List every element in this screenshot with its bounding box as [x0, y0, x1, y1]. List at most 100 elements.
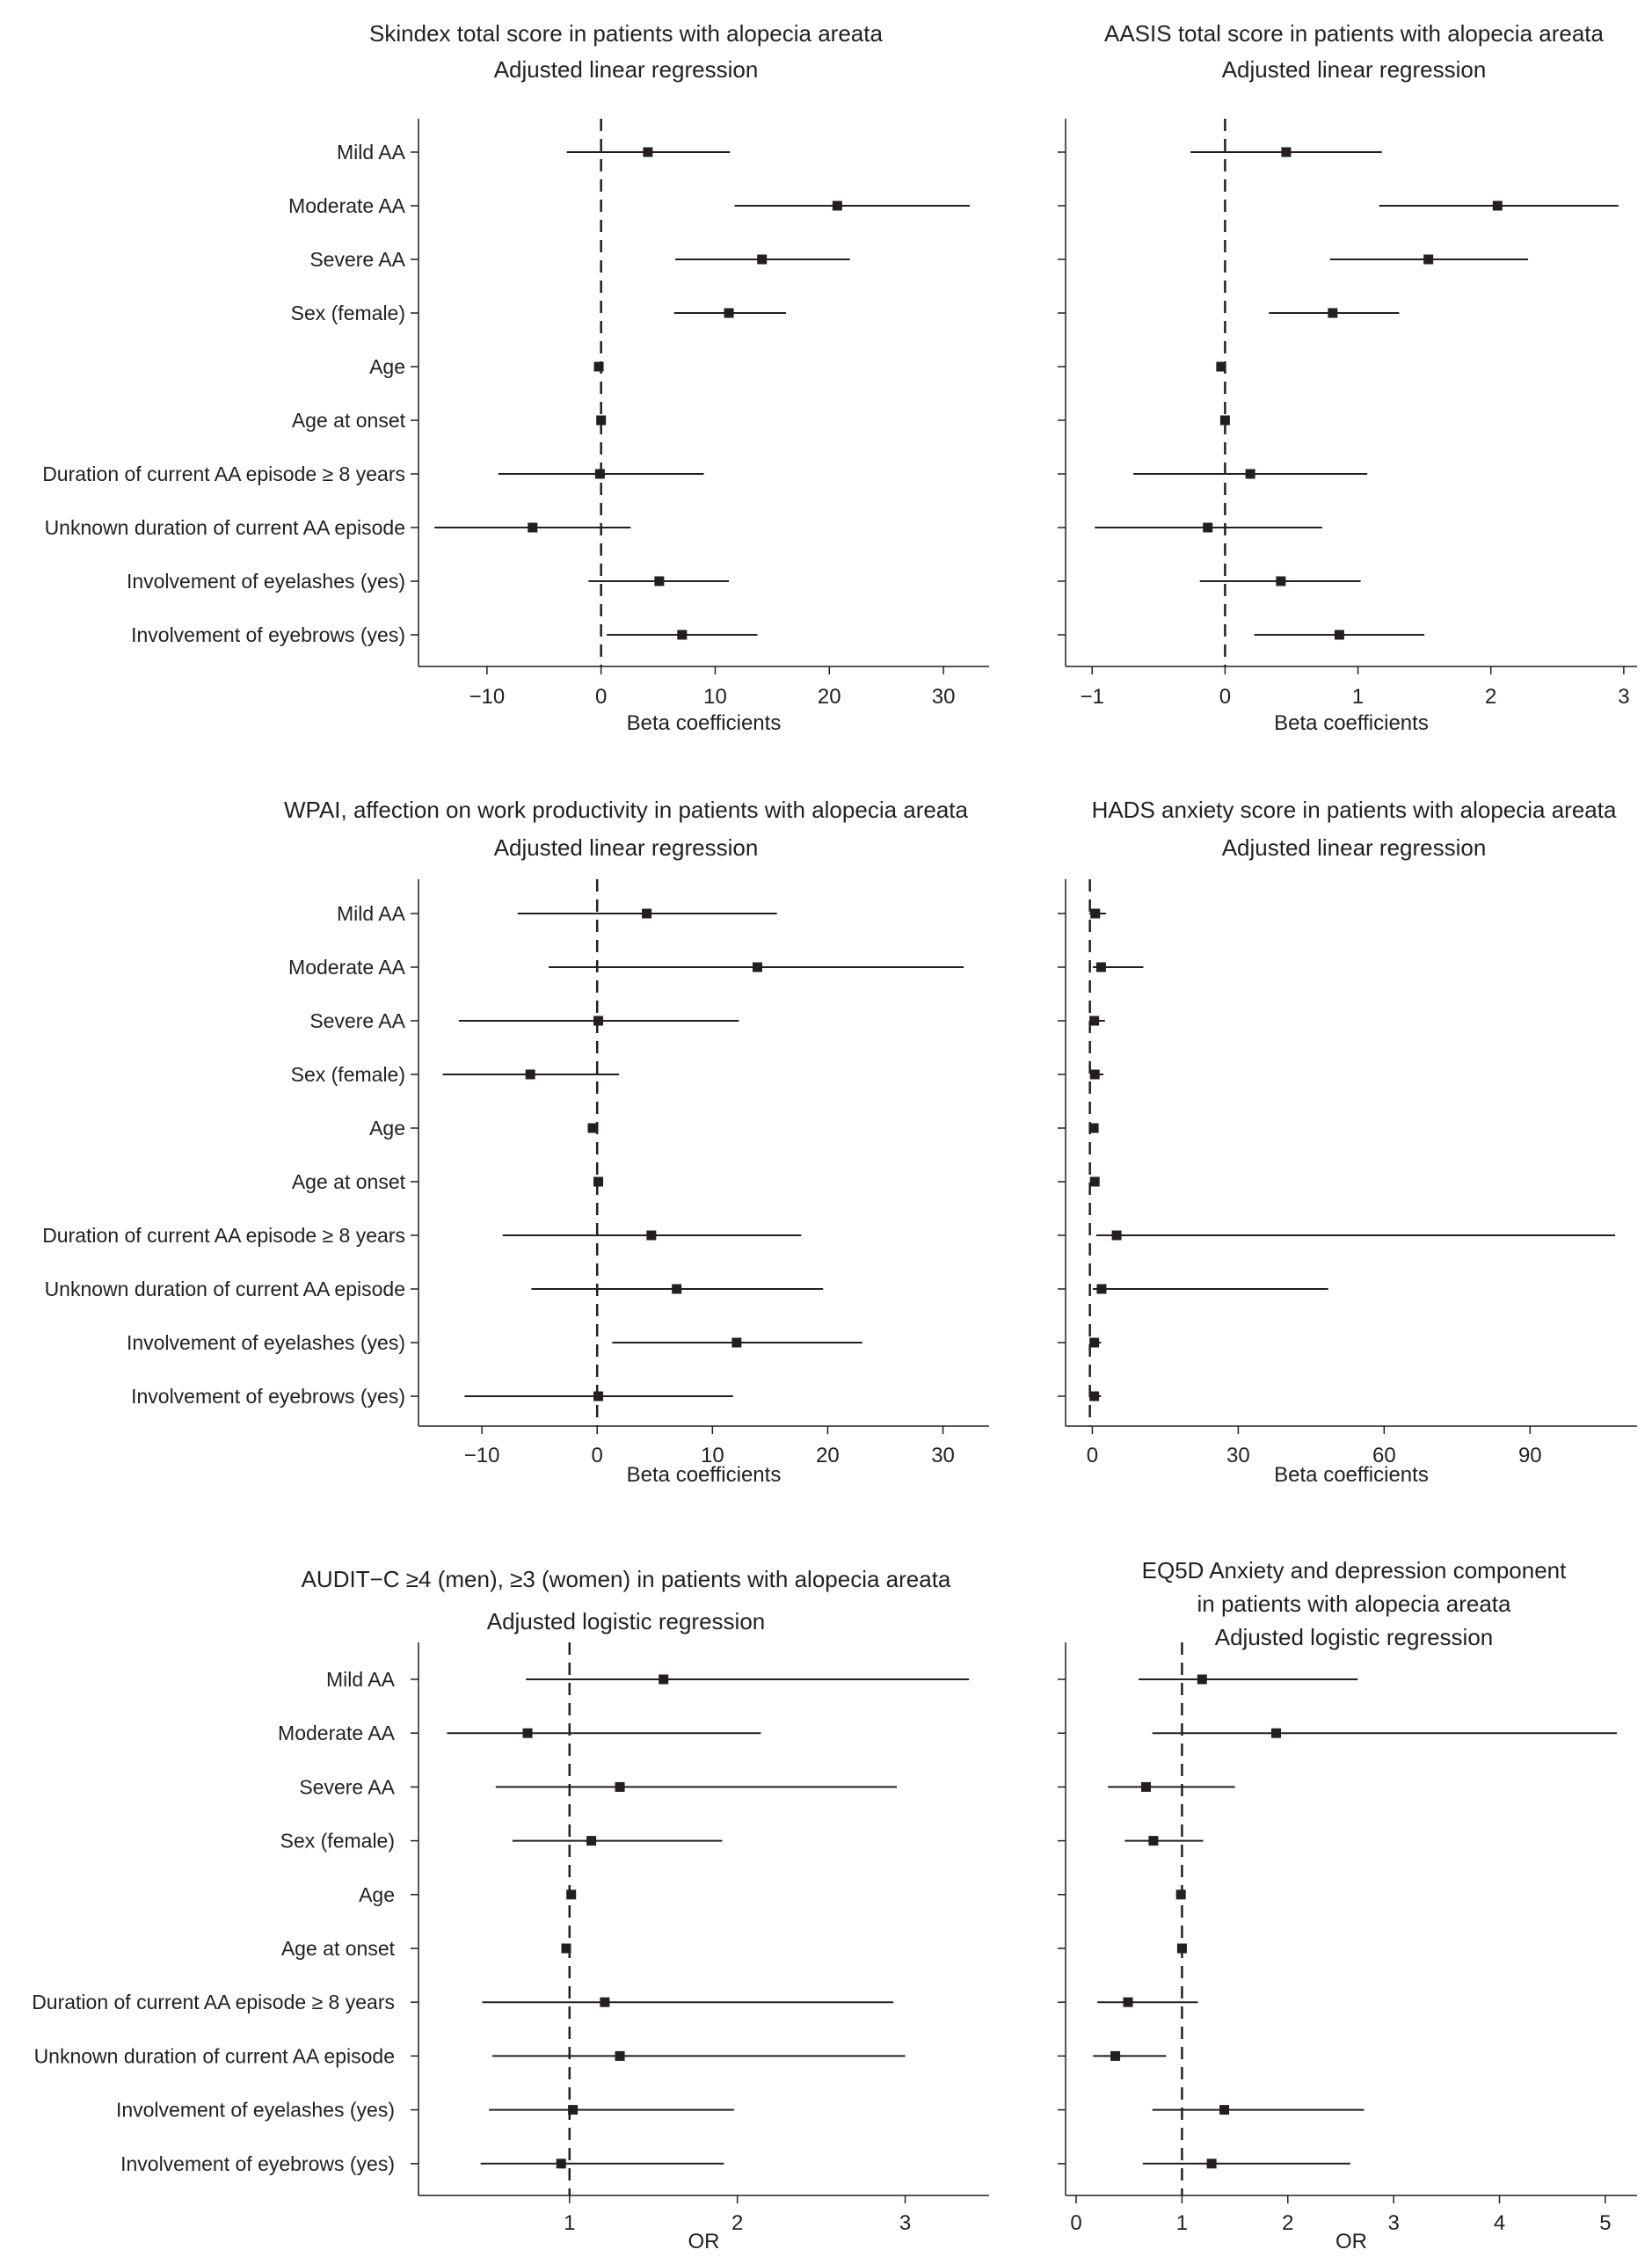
point-estimate — [1206, 2159, 1217, 2169]
x-tick-label: 3 — [899, 2211, 911, 2235]
point-estimate — [556, 2159, 566, 2169]
row-label: Sex (female) — [280, 1830, 395, 1853]
x-axis-label: Beta coefficients — [1274, 711, 1429, 735]
point-estimate — [1216, 361, 1226, 372]
x-tick-label: 5 — [1599, 2211, 1611, 2235]
row-label: Unknown duration of current AA episode — [34, 2044, 395, 2067]
x-axis-label: Beta coefficients — [627, 1463, 782, 1487]
point-estimate — [757, 254, 768, 265]
panel-title-line: Skindex total score in patients with alo… — [369, 20, 883, 47]
row-label: Age — [359, 1883, 395, 1906]
x-tick-label: 90 — [1518, 1444, 1542, 1467]
point-estimate — [561, 1943, 571, 1954]
row-label: Duration of current AA episode ≥ 8 years — [42, 462, 405, 485]
point-estimate — [659, 1674, 669, 1685]
row-label: Moderate AA — [288, 194, 406, 217]
point-estimate — [593, 1176, 604, 1187]
point-estimate — [1089, 1337, 1100, 1348]
row-label: Age at onset — [292, 409, 406, 432]
x-tick-label: 3 — [1618, 685, 1629, 709]
panel-title-line: Adjusted logistic regression — [487, 1608, 766, 1635]
point-estimate — [593, 1016, 604, 1026]
point-estimate — [1088, 1123, 1099, 1133]
point-estimate — [593, 361, 604, 372]
x-tick-label: 60 — [1372, 1444, 1396, 1467]
point-estimate — [568, 2105, 579, 2115]
point-estimate — [586, 1836, 597, 1846]
x-axis-label: OR — [688, 2230, 720, 2253]
panel-title-line: Adjusted linear regression — [494, 56, 759, 83]
row-label: Duration of current AA episode ≥ 8 years — [42, 1224, 405, 1247]
point-estimate — [1492, 200, 1503, 211]
point-estimate — [1110, 2050, 1121, 2061]
panel-title-line: AUDIT−C ≥4 (men), ≥3 (women) in patients… — [302, 1566, 951, 1592]
point-estimate — [646, 1230, 657, 1241]
x-tick-label: 4 — [1494, 2211, 1505, 2235]
point-estimate — [522, 1728, 533, 1738]
point-estimate — [1090, 908, 1101, 919]
x-tick-label: −10 — [464, 1444, 500, 1467]
point-estimate — [1089, 1069, 1100, 1080]
row-label: Mild AA — [337, 141, 406, 164]
point-estimate — [1423, 254, 1434, 265]
x-axis-label: OR — [1335, 2230, 1367, 2253]
point-estimate — [654, 576, 665, 586]
point-estimate — [1095, 962, 1106, 972]
forest-panel-3: WPAI, affection on work productivity in … — [42, 797, 989, 1487]
point-estimate — [642, 908, 652, 919]
row-label: Duration of current AA episode ≥ 8 years — [32, 1991, 395, 2013]
x-axis-label: Beta coefficients — [627, 711, 782, 735]
forest-panel-4: HADS anxiety score in patients with alop… — [1058, 797, 1637, 1487]
point-estimate — [596, 415, 607, 426]
x-tick-label: 2 — [1282, 2211, 1293, 2235]
point-estimate — [1281, 147, 1292, 157]
x-tick-label: 0 — [1070, 2211, 1081, 2235]
row-label: Age — [369, 1117, 405, 1139]
point-estimate — [1111, 1230, 1122, 1241]
point-estimate — [1328, 308, 1338, 318]
point-estimate — [1140, 1781, 1151, 1792]
panel-title-line: EQ5D Anxiety and depression component — [1142, 1557, 1568, 1584]
row-label: Moderate AA — [288, 956, 406, 979]
point-estimate — [1197, 1674, 1207, 1685]
x-tick-label: 0 — [595, 685, 607, 709]
row-label: Involvement of eyebrows (yes) — [131, 1385, 405, 1408]
x-tick-label: 20 — [816, 1444, 840, 1467]
x-tick-label: 1 — [564, 2211, 575, 2235]
row-label: Involvement of eyelashes (yes) — [116, 2099, 395, 2122]
point-estimate — [1203, 522, 1213, 533]
row-label: Age at onset — [281, 1937, 396, 1960]
panel-title-line: Adjusted logistic regression — [1215, 1624, 1494, 1650]
x-tick-label: 30 — [1226, 1444, 1250, 1467]
x-tick-label: 2 — [1485, 685, 1496, 709]
row-label: Sex (female) — [291, 302, 405, 324]
row-label: Moderate AA — [278, 1722, 396, 1744]
point-estimate — [615, 2050, 625, 2061]
x-tick-label: 20 — [818, 685, 841, 709]
point-estimate — [1148, 1836, 1159, 1846]
point-estimate — [1123, 1997, 1133, 2007]
panel-title-line: HADS anxiety score in patients with alop… — [1092, 797, 1617, 823]
point-estimate — [677, 630, 688, 640]
x-tick-label: 0 — [592, 1444, 603, 1467]
point-estimate — [566, 1889, 577, 1900]
x-tick-label: 30 — [932, 685, 956, 709]
point-estimate — [600, 1997, 610, 2007]
point-estimate — [1276, 576, 1286, 586]
point-estimate — [1334, 630, 1344, 640]
forest-panel-5: AUDIT−C ≥4 (men), ≥3 (women) in patients… — [32, 1566, 989, 2253]
panel-title-line: Adjusted linear regression — [1222, 56, 1487, 83]
forest-panel-1: Skindex total score in patients with alo… — [42, 20, 989, 735]
point-estimate — [525, 1069, 535, 1080]
row-label: Mild AA — [326, 1668, 396, 1691]
x-tick-label: −10 — [469, 685, 506, 709]
row-label: Age — [369, 355, 405, 378]
point-estimate — [528, 522, 538, 533]
point-estimate — [615, 1781, 625, 1792]
x-tick-label: −1 — [1081, 685, 1104, 709]
x-tick-label: 3 — [1387, 2211, 1399, 2235]
x-tick-label: 2 — [731, 2211, 743, 2235]
forest-panel-6: EQ5D Anxiety and depression component in … — [1058, 1557, 1637, 2253]
panel-title-line: in patients with alopecia areata — [1197, 1591, 1511, 1617]
